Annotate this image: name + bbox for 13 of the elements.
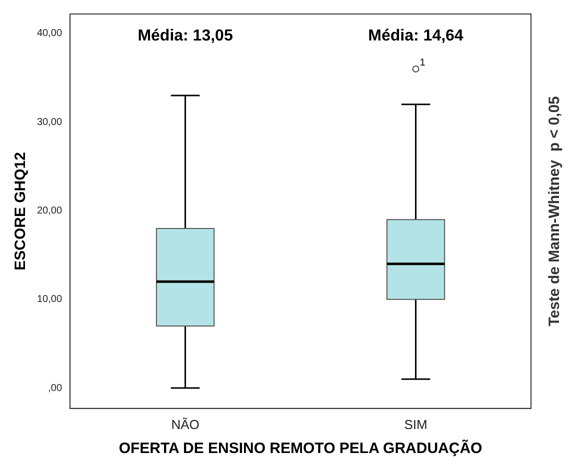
text: Teste de Mann-Whitney p < 0,05: [546, 96, 564, 326]
y-tick-label: 10,00: [36, 294, 62, 306]
y-axis-title: ESCORE GHQ12: [12, 152, 30, 270]
annotation: 1: [420, 58, 426, 69]
x-tick-label: SIM: [404, 416, 428, 432]
x-tick-label: NÃO: [171, 416, 200, 432]
annotation: Média: 14,64: [368, 27, 464, 44]
annotation: Média: 13,05: [138, 27, 233, 44]
y-tick-label: ,00: [48, 382, 62, 394]
x-axis-title: OFERTA DE ENSINO REMOTO PELA GRADUAÇÃO: [118, 439, 483, 458]
y-tick-label: 20,00: [36, 206, 62, 217]
y-tick-label: 40,00: [36, 28, 62, 40]
y-tick-label: 30,00: [36, 116, 62, 128]
